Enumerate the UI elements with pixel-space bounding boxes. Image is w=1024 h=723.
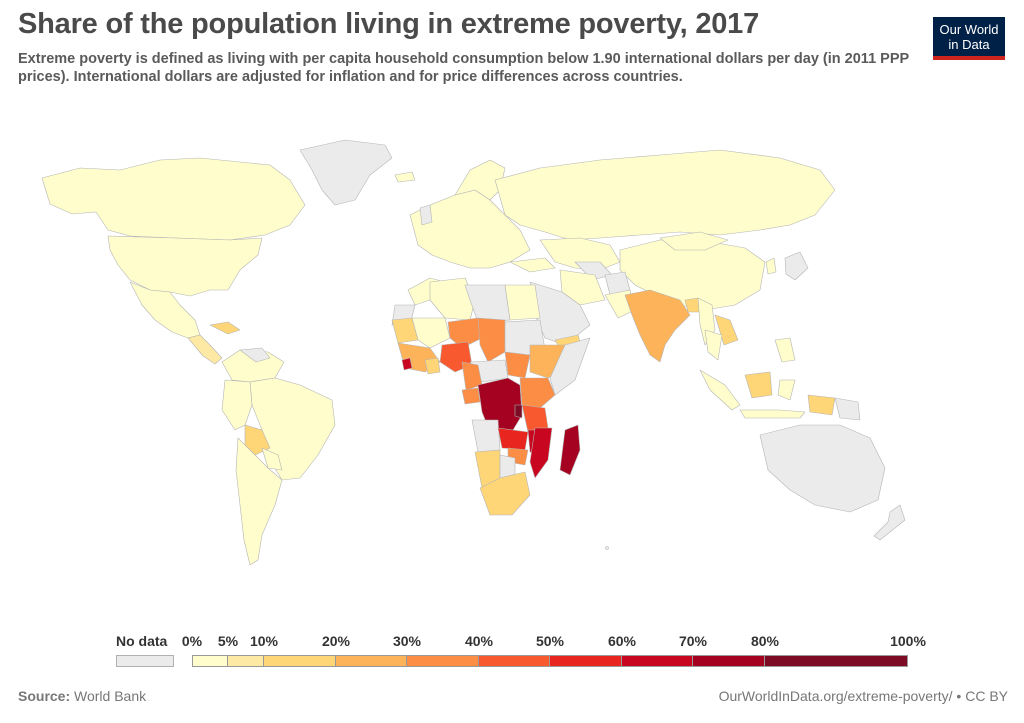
region-bolivia [244,424,271,456]
region-canada [41,157,306,241]
region-sierra-leone [401,357,413,371]
region-philippines [774,337,796,363]
region-russia [494,149,836,241]
chart-subtitle: Extreme poverty is defined as living wit… [18,51,909,85]
legend-bin-5-10[interactable] [228,655,264,667]
region-paraguay [261,447,283,471]
region-sulawesi [777,379,796,401]
legend-no-data-swatch[interactable] [116,655,174,667]
region-india [624,289,691,363]
region-indonesia-sumatra [699,369,741,411]
region-mozambique [529,427,553,479]
legend-bin-50-60[interactable] [550,655,622,667]
legend-bin-70-80[interactable] [693,655,765,667]
region-australia [759,424,886,513]
legend-tick-80: 80% [750,633,780,649]
region-bangladesh [684,297,701,313]
region-south-sudan [504,351,531,379]
region-usa [107,235,263,297]
region-somalia [549,337,591,396]
legend-tick-40: 40% [464,633,494,649]
legend-tick-70: 70% [678,633,708,649]
region-madagascar [559,424,581,476]
legend-no-data-label: No data [116,633,168,649]
region-peru [221,379,253,431]
region-libya [464,284,511,323]
region-kenya-uganda [519,377,556,409]
region-timor-papua [807,394,836,416]
region-mongolia [659,231,729,251]
region-caribbean [209,321,241,335]
source-value: World Bank [74,688,147,704]
region-iran [559,269,606,306]
region-south-africa [479,471,531,516]
region-iceland [394,171,416,183]
legend-tick-0: 0% [181,633,203,649]
region-uk [419,204,433,226]
region-indonesia-borneo [744,371,773,399]
region-zambia [497,427,529,451]
legend-tick-30: 30% [392,633,422,649]
legend-bin-0-5[interactable] [192,655,228,667]
legend-tick-100: 100% [890,633,926,649]
legend-bin-40-50[interactable] [479,655,550,667]
region-png [834,397,861,421]
region-japan [784,251,809,281]
logo-line-1: Our World [939,22,999,37]
region-central-america [187,334,223,365]
legend-tick-5: 5% [217,633,239,649]
legend-bin-10-20[interactable] [264,655,336,667]
legend-bin-60-70[interactable] [622,655,693,667]
source-note: Source: World Bank [18,688,146,704]
region-indonesia-east [739,409,806,419]
legend-color-bins [192,655,908,667]
legend-bin-80-100[interactable] [765,655,908,667]
region-small-island [605,546,609,550]
region-greenland [299,139,393,206]
region-angola [471,419,501,453]
logo-line-2: in Data [948,37,990,52]
chart-title: Share of the population living in extrem… [18,8,760,40]
source-label: Source: [18,688,71,704]
region-egypt [504,284,541,321]
region-guianas [239,347,271,363]
owid-logo[interactable]: Our World in Data [933,17,1005,60]
legend-tick-10: 10% [249,633,279,649]
region-new-zealand [873,504,906,541]
region-ghana [424,357,441,375]
region-turkey [509,257,556,273]
legend-tick-20: 20% [321,633,351,649]
legend-tick-60: 60% [607,633,637,649]
region-korea [765,257,777,275]
region-mali [411,317,451,349]
source-link[interactable]: OurWorldInData.org/extreme-poverty/ • CC… [718,688,1008,704]
region-southern-cone [235,437,283,566]
region-chad [477,317,506,363]
legend-tick-50: 50% [535,633,565,649]
legend-bin-20-30[interactable] [336,655,407,667]
region-burundi [514,404,523,419]
region-niger [447,317,483,349]
region-gabon [461,387,481,405]
region-thailand [704,329,723,361]
legend-bin-30-40[interactable] [407,655,479,667]
region-algeria [429,277,476,321]
region-botswana [499,454,516,479]
